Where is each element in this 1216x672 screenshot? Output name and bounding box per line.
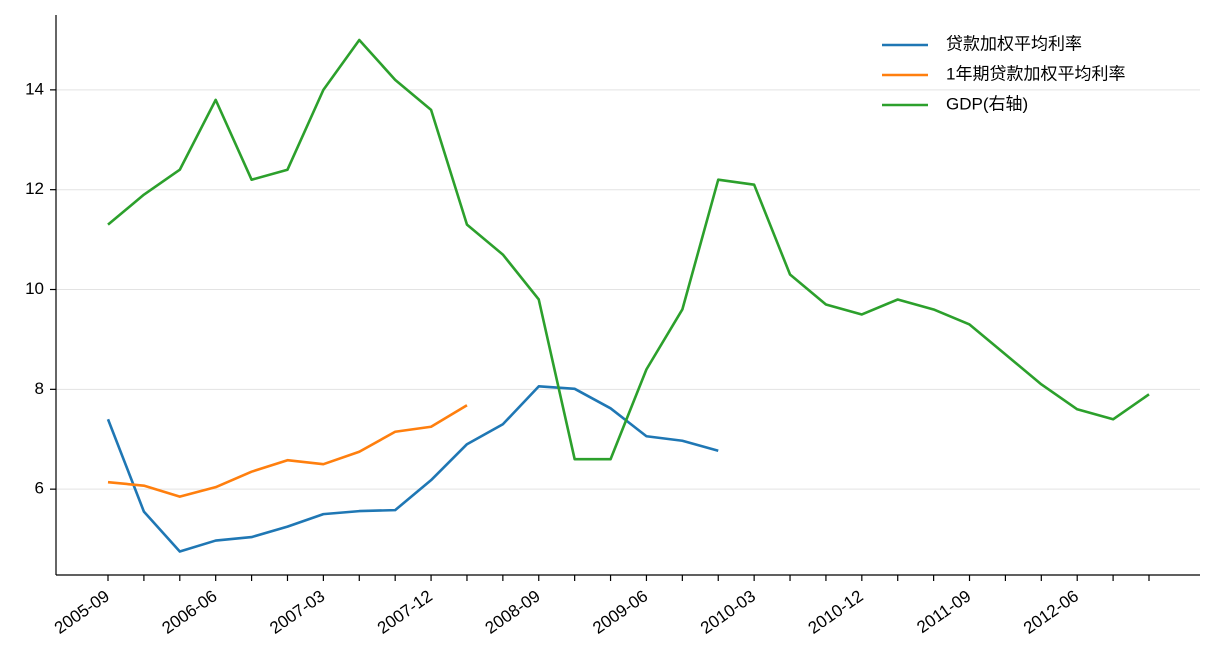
y-tick-label: 10 — [25, 279, 44, 298]
x-tick-label: 2007-12 — [374, 586, 436, 637]
x-tick-label: 2006-06 — [159, 586, 221, 637]
x-tick-label: 2005-09 — [51, 586, 113, 637]
x-tick-label: 2011-09 — [913, 586, 974, 637]
y-tick-label: 6 — [35, 479, 44, 498]
y-tick-label: 8 — [35, 379, 44, 398]
legend-label: 贷款加权平均利率 — [946, 34, 1082, 53]
legend-label: 1年期贷款加权平均利率 — [946, 64, 1125, 83]
x-tick-label: 2009-06 — [589, 586, 651, 637]
x-tick-label: 2007-03 — [266, 586, 328, 637]
x-tick-label: 2010-12 — [805, 586, 867, 637]
y-tick-label: 12 — [25, 179, 44, 198]
series-line — [107, 404, 468, 498]
series-line — [106, 385, 719, 553]
series-line — [107, 38, 1150, 461]
x-tick-label: 2012-06 — [1020, 586, 1082, 637]
y-tick-label: 14 — [25, 79, 44, 98]
x-tick-label: 2008-09 — [482, 586, 544, 637]
legend-label: GDP(右轴) — [946, 94, 1028, 113]
x-tick-label: 2010-03 — [697, 586, 759, 637]
